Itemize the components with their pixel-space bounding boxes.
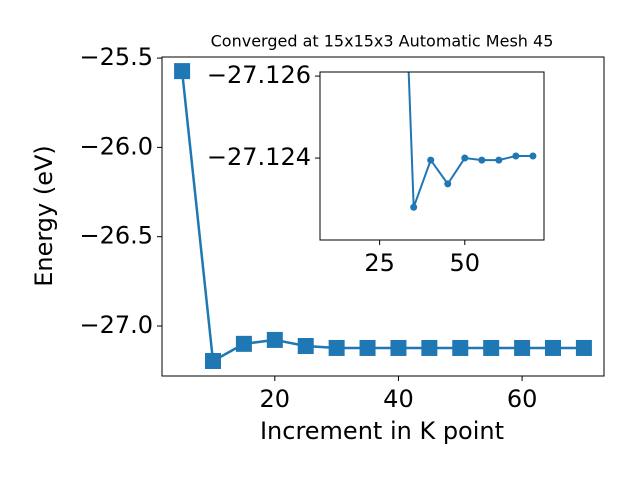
data-point	[495, 156, 503, 164]
data-point	[529, 152, 537, 160]
x-axis-label: Increment in K point	[260, 417, 504, 445]
y-tick-label: −27.0	[79, 311, 153, 339]
y-tick-label: −27.124	[207, 143, 311, 171]
data-point	[444, 180, 452, 188]
chart-title: Converged at 15x15x3 Automatic Mesh 45	[211, 32, 554, 51]
x-tick-label: 50	[450, 249, 481, 277]
y-tick-label: −26.0	[79, 132, 153, 160]
axes-frame	[161, 56, 605, 377]
data-point	[478, 156, 486, 164]
data-point	[266, 331, 283, 348]
data-point	[575, 339, 592, 356]
plot-area	[320, 72, 544, 240]
data-point	[427, 156, 435, 164]
y-tick-label: −25.5	[79, 43, 153, 71]
x-tick-label: 60	[507, 385, 538, 413]
data-point	[410, 203, 418, 211]
data-point	[452, 339, 469, 356]
data-point	[359, 339, 376, 356]
data-point	[328, 339, 345, 356]
x-tick-label: 25	[364, 249, 395, 277]
y-tick-label: −27.126	[207, 61, 311, 89]
axes-frame	[319, 71, 545, 241]
data-point	[514, 339, 531, 356]
x-tick-label: 40	[383, 385, 414, 413]
data-point	[174, 63, 191, 80]
data-point	[512, 152, 520, 160]
data-point	[421, 339, 438, 356]
data-point	[483, 339, 500, 356]
y-tick-label: −26.5	[79, 222, 153, 250]
data-point	[390, 339, 407, 356]
data-point	[297, 337, 314, 354]
x-tick-label: 20	[260, 385, 291, 413]
data-point	[461, 154, 469, 162]
data-point	[545, 339, 561, 356]
series	[174, 63, 592, 369]
y-axis-label: Energy (eV)	[30, 145, 58, 287]
data-point	[235, 335, 252, 352]
series	[407, 72, 537, 211]
data-point	[205, 352, 221, 369]
